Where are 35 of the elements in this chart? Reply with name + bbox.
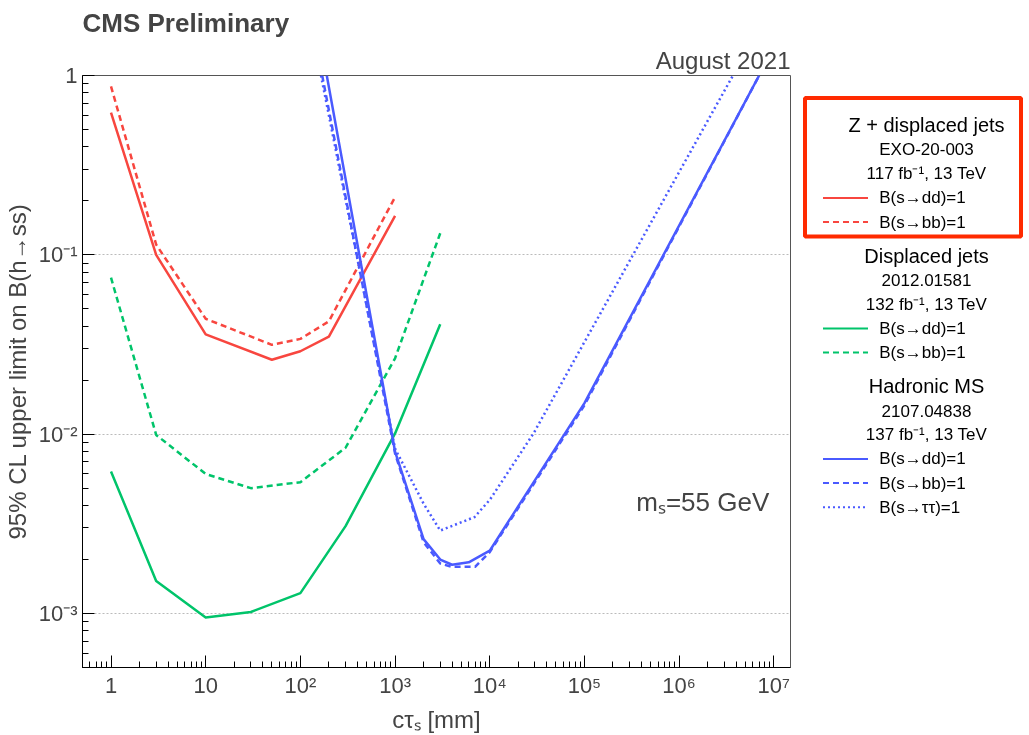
text: Displaced jets — [864, 244, 989, 267]
y-tick-label: 10⁻³ — [38, 601, 78, 627]
chart-subtitle: August 2021 — [655, 46, 791, 74]
legend-label: B(s→bb)=1 — [879, 473, 966, 493]
legend-label: B(s→ττ)=1 — [879, 497, 961, 517]
chart-title: CMS Preliminary — [82, 7, 290, 38]
legend-label: B(s→dd)=1 — [879, 449, 966, 469]
line-series — [109, 231, 442, 490]
text: 117 fb⁻¹, 13 TeV — [866, 164, 987, 184]
legend-label: B(s→bb)=1 — [879, 343, 966, 363]
x-tick-label: 10⁷ — [757, 672, 791, 698]
x-tick-label: 10⁶ — [662, 672, 696, 698]
text: 132 fb⁻¹, 13 TeV — [865, 294, 988, 314]
x-tick-label: 10 — [193, 672, 218, 698]
legend-label: B(s→bb)=1 — [879, 212, 966, 232]
text: 2107.04838 — [881, 401, 972, 421]
x-tick-label: 10⁴ — [472, 672, 507, 698]
y-axis-title: 95% CL upper limit on B(h→ss) — [3, 204, 31, 540]
y-tick-label: 10⁻² — [38, 421, 78, 447]
legend-label: B(s→dd)=1 — [879, 318, 966, 338]
text: 2012.01581 — [881, 271, 972, 291]
annotation: mₛ=55 GeV — [636, 486, 770, 517]
x-axis-title: cτₛ [mm] — [392, 705, 481, 733]
x-tick-label: 10³ — [379, 672, 411, 698]
text: Z + displaced jets — [848, 114, 1005, 137]
x-tick-label: 10² — [284, 672, 317, 698]
text: Hadronic MS — [868, 375, 985, 398]
text: EXO-20-003 — [879, 140, 974, 160]
y-tick-label: 1 — [65, 63, 78, 88]
legend-label: B(s→dd)=1 — [879, 188, 966, 208]
x-tick-label: 1 — [104, 672, 118, 698]
y-tick-label: 10⁻¹ — [38, 242, 78, 268]
line-series — [109, 323, 442, 619]
x-tick-label: 10⁵ — [567, 672, 602, 698]
text: 137 fb⁻¹, 13 TeV — [865, 425, 988, 445]
